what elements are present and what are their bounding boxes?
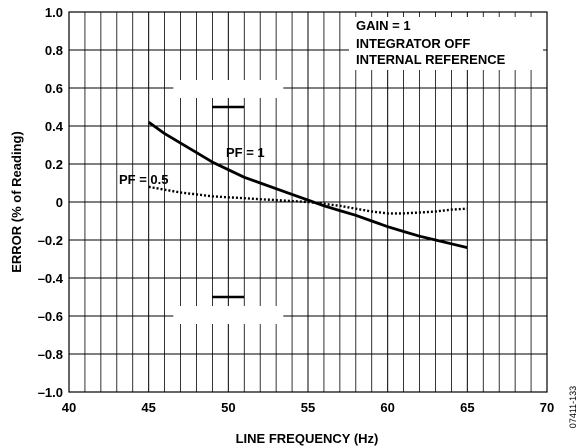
pf1-label: PF = 1 xyxy=(226,145,265,160)
y-tick-label: 0 xyxy=(56,195,63,210)
grid xyxy=(69,11,547,393)
figure-id: 07411-133 xyxy=(568,386,578,428)
y-tick-label: 0.8 xyxy=(45,43,63,58)
info-box-bg xyxy=(349,17,543,70)
info-box-line-2: INTEGRATOR OFF xyxy=(356,36,470,51)
plot-frame xyxy=(68,11,548,393)
x-tick-label: 70 xyxy=(540,400,554,415)
mid-class-b-upper-label-bg xyxy=(173,80,284,98)
x-tick-label: 55 xyxy=(301,400,315,415)
y-tick-label: –0.4 xyxy=(38,271,64,286)
x-tick-label: 65 xyxy=(460,400,474,415)
x-tick-label: 45 xyxy=(141,400,155,415)
y-tick-label: 0.6 xyxy=(45,81,63,96)
x-tick-label: 40 xyxy=(62,400,76,415)
info-box-line-3: INTERNAL REFERENCE xyxy=(356,52,506,67)
pf05-label: PF = 0.5 xyxy=(119,172,169,187)
y-tick-label: –0.6 xyxy=(38,309,63,324)
y-tick-label: –1.0 xyxy=(38,385,63,400)
series-pf1-line xyxy=(147,121,468,249)
y-tick-label: –0.8 xyxy=(38,347,63,362)
series-lines xyxy=(147,121,468,249)
y-tick-label: 0.4 xyxy=(45,119,64,134)
y-tick-label: 0.2 xyxy=(45,157,63,172)
mid-class-b-lower-label-bg xyxy=(173,306,284,324)
tick-labels: 40 45 50 55 60 65 70 1.0 0.8 0.6 0.4 0.2 0 –0.2 –0.4 –0… xyxy=(38,5,555,415)
x-axis-title: LINE FREQUENCY (Hz) xyxy=(236,431,379,446)
y-axis-title: ERROR (% of Reading) xyxy=(9,131,24,273)
info-box-line-1: GAIN = 1 xyxy=(356,18,411,33)
x-tick-label: 50 xyxy=(221,400,235,415)
mid-class-b-marks xyxy=(173,80,284,324)
y-tick-label: 1.0 xyxy=(45,5,63,20)
y-tick-label: –0.2 xyxy=(38,233,63,248)
series-pf05-line xyxy=(148,185,468,215)
x-tick-label: 60 xyxy=(380,400,394,415)
